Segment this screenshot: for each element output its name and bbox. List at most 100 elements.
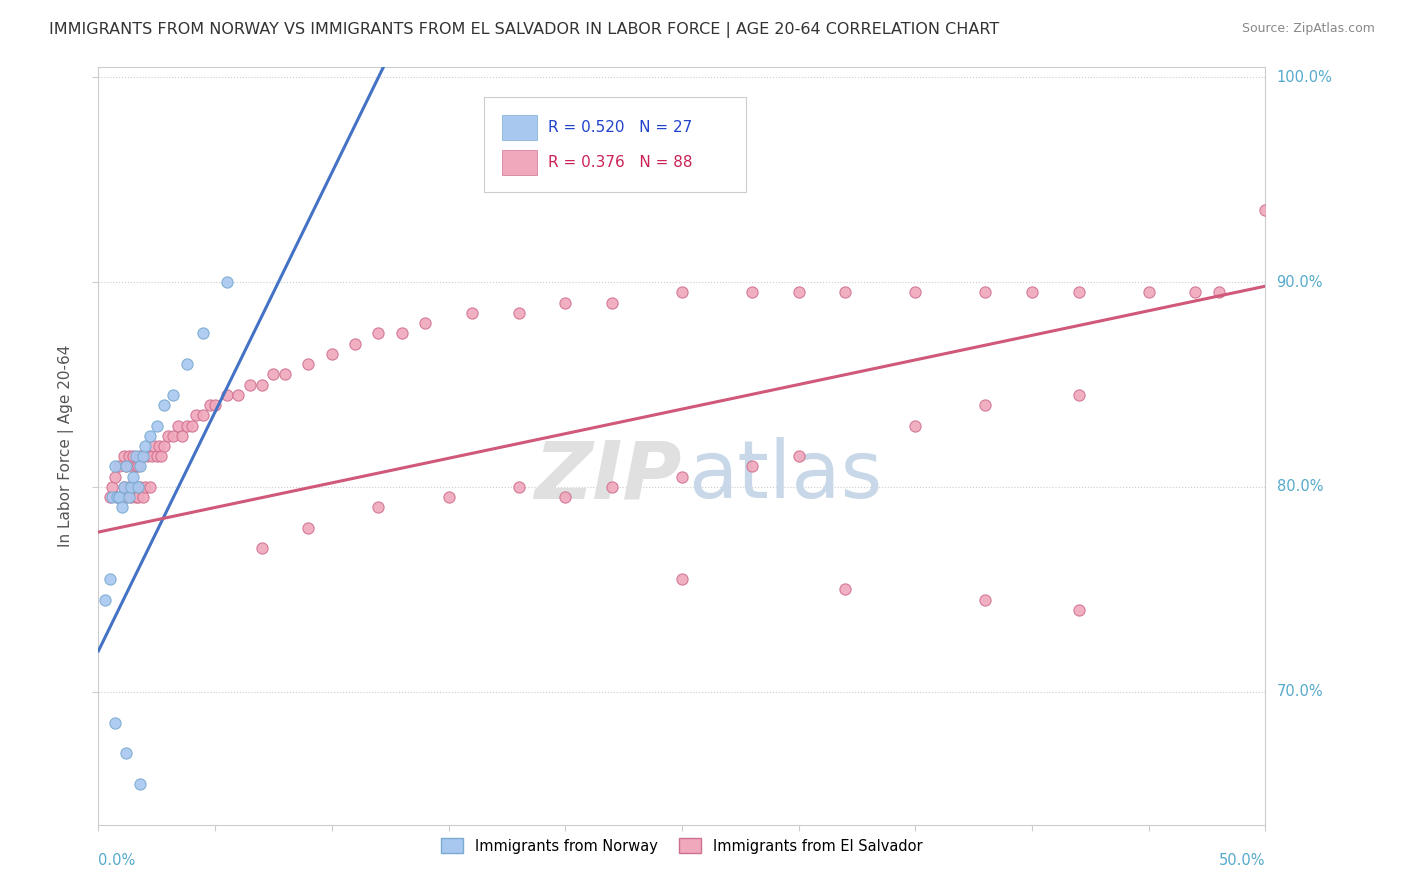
- Point: [262, 368, 284, 382]
- Point: [1208, 285, 1230, 300]
- Point: [193, 409, 215, 423]
- Point: [94, 592, 117, 607]
- Point: [127, 480, 149, 494]
- Point: [508, 306, 530, 320]
- Point: [162, 429, 184, 443]
- Point: [148, 439, 170, 453]
- Point: [104, 715, 127, 730]
- Point: [974, 285, 997, 300]
- Point: [367, 500, 389, 515]
- Point: [146, 449, 169, 463]
- Point: [215, 275, 238, 289]
- Point: [115, 490, 138, 504]
- Point: [132, 449, 155, 463]
- Text: 70.0%: 70.0%: [1277, 684, 1323, 699]
- Point: [437, 490, 460, 504]
- Text: 50.0%: 50.0%: [1219, 853, 1265, 868]
- Point: [105, 490, 128, 504]
- Point: [139, 480, 162, 494]
- Point: [108, 459, 131, 474]
- Text: R = 0.520   N = 27: R = 0.520 N = 27: [548, 120, 692, 135]
- Text: IMMIGRANTS FROM NORWAY VS IMMIGRANTS FROM EL SALVADOR IN LABOR FORCE | AGE 20-64: IMMIGRANTS FROM NORWAY VS IMMIGRANTS FRO…: [49, 22, 1000, 38]
- Point: [101, 490, 124, 504]
- Legend: Immigrants from Norway, Immigrants from El Salvador: Immigrants from Norway, Immigrants from …: [436, 832, 928, 860]
- Point: [904, 285, 927, 300]
- Point: [125, 490, 148, 504]
- Point: [600, 295, 623, 310]
- Point: [139, 429, 162, 443]
- Text: 80.0%: 80.0%: [1277, 480, 1323, 494]
- Point: [600, 480, 623, 494]
- Text: R = 0.376   N = 88: R = 0.376 N = 88: [548, 155, 692, 170]
- Point: [136, 449, 159, 463]
- Point: [127, 490, 149, 504]
- Point: [115, 747, 138, 761]
- Point: [834, 582, 856, 597]
- Text: atlas: atlas: [688, 437, 882, 516]
- Point: [172, 429, 194, 443]
- Point: [152, 439, 174, 453]
- Point: [111, 490, 134, 504]
- Point: [108, 490, 131, 504]
- Point: [120, 459, 142, 474]
- FancyBboxPatch shape: [484, 97, 747, 192]
- Point: [122, 469, 145, 483]
- Point: [115, 459, 138, 474]
- Point: [974, 398, 997, 412]
- Point: [112, 480, 135, 494]
- Point: [98, 490, 121, 504]
- Point: [176, 357, 198, 371]
- Point: [111, 500, 134, 515]
- Point: [150, 449, 173, 463]
- Point: [741, 459, 763, 474]
- Point: [129, 480, 152, 494]
- Point: [204, 398, 226, 412]
- Point: [152, 398, 174, 412]
- Point: [176, 418, 198, 433]
- Point: [166, 418, 188, 433]
- Point: [157, 429, 180, 443]
- Point: [554, 490, 576, 504]
- Point: [787, 449, 810, 463]
- Point: [98, 572, 121, 586]
- Point: [200, 398, 222, 412]
- Point: [134, 480, 156, 494]
- Point: [186, 409, 208, 423]
- Point: [787, 285, 810, 300]
- Point: [1021, 285, 1043, 300]
- Point: [105, 490, 128, 504]
- Point: [554, 295, 576, 310]
- Point: [143, 439, 166, 453]
- Point: [741, 285, 763, 300]
- Point: [129, 459, 152, 474]
- Point: [228, 388, 250, 402]
- Point: [112, 480, 135, 494]
- Point: [104, 459, 127, 474]
- Point: [1184, 285, 1206, 300]
- Point: [508, 480, 530, 494]
- Point: [118, 480, 141, 494]
- Point: [321, 347, 343, 361]
- Text: Source: ZipAtlas.com: Source: ZipAtlas.com: [1241, 22, 1375, 36]
- Point: [132, 449, 155, 463]
- Point: [344, 336, 367, 351]
- Point: [120, 490, 142, 504]
- Point: [250, 541, 273, 556]
- Point: [146, 418, 169, 433]
- FancyBboxPatch shape: [502, 150, 537, 175]
- Point: [1067, 285, 1090, 300]
- Point: [132, 490, 155, 504]
- FancyBboxPatch shape: [502, 115, 537, 140]
- Point: [904, 418, 927, 433]
- Point: [112, 449, 135, 463]
- Point: [104, 469, 127, 483]
- Point: [671, 469, 693, 483]
- Point: [671, 285, 693, 300]
- Point: [413, 316, 436, 330]
- Point: [1254, 203, 1277, 218]
- Point: [162, 388, 184, 402]
- Point: [391, 326, 413, 341]
- Point: [215, 388, 238, 402]
- Point: [129, 449, 152, 463]
- Point: [834, 285, 856, 300]
